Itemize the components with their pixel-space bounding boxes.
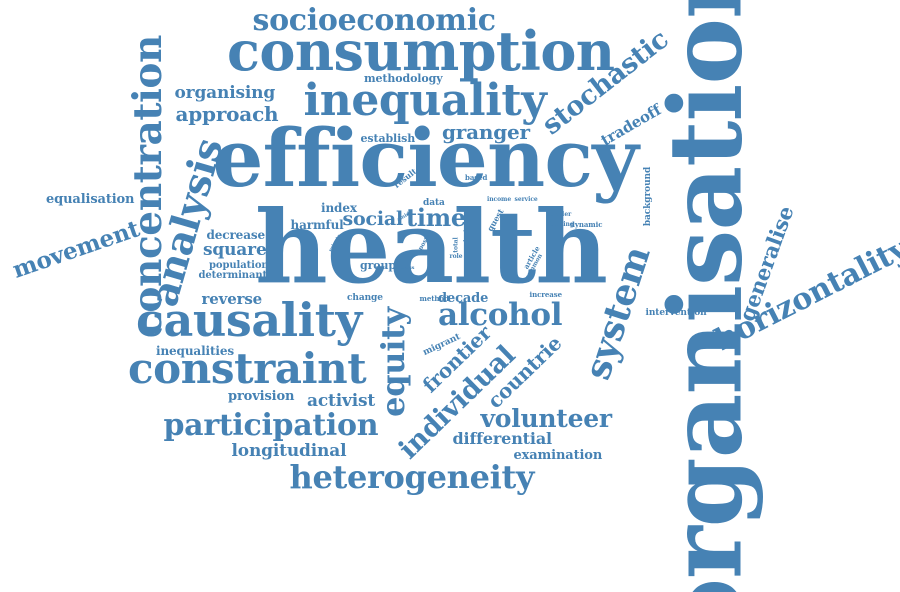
word-establish: establish [360, 131, 416, 145]
word-intervention: intervention [645, 307, 707, 318]
word-inequalities: inequalities [156, 344, 234, 358]
word-alcohol: alcohol [438, 296, 563, 333]
word-activist: activist [307, 390, 376, 411]
word-consumption: consumption [227, 19, 615, 83]
word-inequality: inequality [303, 75, 547, 126]
word-change: change [347, 292, 383, 303]
word-heterogeneity: heterogeneity [289, 458, 535, 496]
word-organising: organising [174, 82, 276, 103]
word-approach: approach [175, 102, 279, 126]
word-decade: decade [438, 290, 489, 306]
word-funding: funding [548, 221, 574, 228]
word-equalisation: equalisation [46, 191, 135, 207]
word-square: square [203, 239, 267, 260]
word-background: background [642, 166, 653, 226]
word-methodology: methodology [364, 71, 443, 85]
word-time: time [406, 203, 466, 232]
word-differential: differential [452, 429, 553, 448]
word-movement: movement [9, 214, 143, 284]
word-volunteer: volunteer [480, 403, 613, 433]
word-income: income [487, 196, 512, 203]
word-provision: provision [228, 388, 295, 404]
word-socioeconomic: socioeconomic [252, 3, 497, 38]
word-harmful: harmful [290, 218, 344, 232]
word-causality: causality [136, 293, 362, 347]
word-granger: granger [442, 120, 530, 144]
word-longitudinal: longitudinal [231, 440, 347, 461]
word-based: based [465, 172, 488, 182]
word-rich: rich [417, 228, 429, 235]
word-decrease: decrease [206, 228, 266, 242]
word-health: health [255, 188, 608, 306]
word-constraint: constraint [128, 344, 367, 393]
word-index: index [321, 201, 357, 215]
word-dynamic: dynamic [570, 219, 603, 229]
word-role: role [449, 253, 463, 260]
word-service: service [514, 196, 538, 203]
word-participation: participation [163, 408, 379, 443]
word-social: social [342, 207, 404, 230]
word-data: data [423, 197, 445, 208]
word-equity: equity [373, 307, 412, 417]
word-robust: robust [462, 229, 469, 247]
word-group: group [360, 258, 396, 272]
word-border: border [549, 211, 572, 218]
word-total: total [452, 237, 460, 253]
word-reverse: reverse [201, 289, 263, 308]
word-method: method [419, 293, 449, 303]
word-efficiency: efficiency [212, 111, 639, 205]
word-cross: cross [400, 264, 415, 271]
word-examination: examination [513, 447, 603, 463]
word-determinant: determinant [198, 270, 268, 281]
word-increase: increase [529, 289, 563, 299]
word-population: population [209, 260, 269, 271]
